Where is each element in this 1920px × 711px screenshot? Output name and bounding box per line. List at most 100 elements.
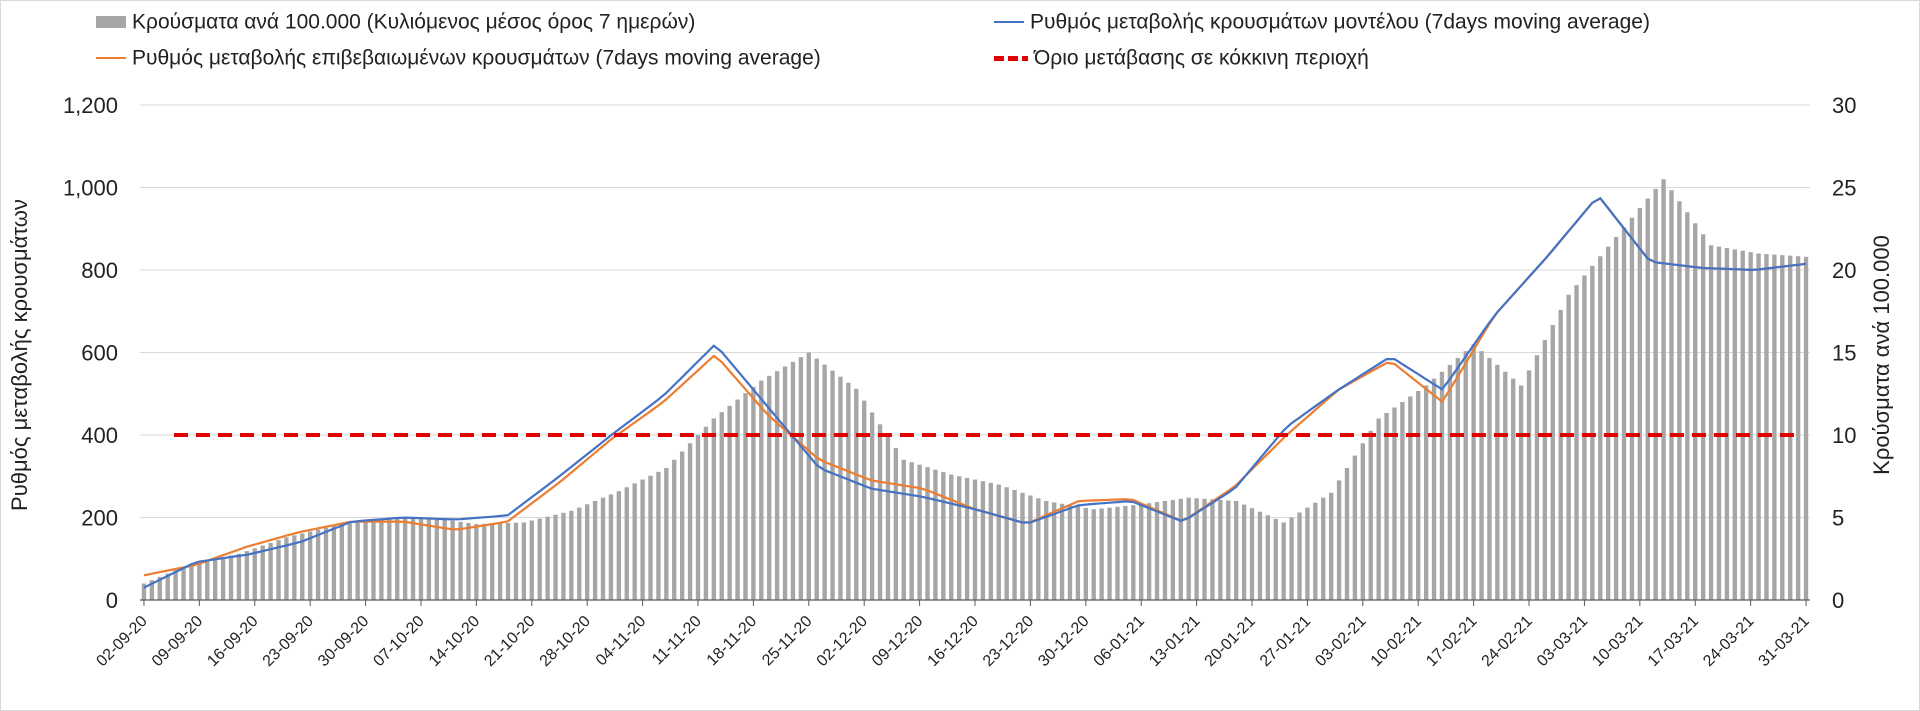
case-rate-bar	[339, 524, 345, 600]
case-rate-bar	[1107, 507, 1112, 600]
case-rate-bar	[592, 501, 598, 600]
case-rate-bar	[1297, 512, 1302, 600]
x-tick-label: 27-01-21	[1257, 613, 1314, 670]
case-rate-bar	[1447, 364, 1453, 600]
case-rate-bar	[1257, 511, 1263, 600]
case-rate-bar	[482, 523, 487, 600]
case-rate-bar	[244, 551, 250, 600]
case-rate-bar	[1503, 371, 1508, 600]
case-rate-bar	[1392, 407, 1397, 600]
case-rate-bar	[1550, 325, 1555, 600]
case-rate-bar	[1265, 515, 1271, 600]
case-rate-bar	[1131, 505, 1136, 600]
case-rate-bar	[1249, 508, 1255, 600]
case-rate-bar	[1423, 385, 1429, 600]
case-rate-bar	[1708, 245, 1714, 600]
case-rate-bar	[1740, 250, 1745, 600]
case-rate-bar	[1273, 518, 1278, 600]
case-rate-bar	[1099, 508, 1104, 600]
x-tick-label: 02-09-20	[93, 613, 150, 670]
case-rate-bar	[1170, 499, 1176, 600]
case-rate-bar	[727, 405, 732, 600]
x-tick-label: 07-10-20	[370, 613, 427, 670]
x-tick-label: 16-12-20	[925, 613, 982, 670]
y-left-tick-label: 0	[106, 588, 118, 613]
case-rate-bar	[1598, 256, 1603, 600]
case-rate-bar	[173, 570, 178, 600]
x-tick-label: 17-03-21	[1645, 613, 1702, 670]
case-rate-bar	[1305, 507, 1310, 600]
case-rate-bar	[490, 523, 495, 600]
case-rate-bar	[1036, 498, 1041, 600]
case-rate-bar	[1226, 500, 1231, 600]
x-tick-label: 14-10-20	[426, 613, 483, 670]
case-rate-bar	[1439, 371, 1445, 600]
case-rate-bar	[1210, 499, 1215, 600]
case-rate-bar	[236, 553, 242, 600]
case-rate-bar	[1685, 212, 1690, 600]
x-tick-label: 21-10-20	[481, 613, 538, 670]
x-tick-label: 04-11-20	[593, 613, 650, 670]
case-rate-bar	[561, 512, 566, 600]
case-rate-bar	[300, 533, 305, 600]
case-rate-bar	[1463, 351, 1468, 600]
case-rate-bar	[988, 482, 994, 600]
case-rate-bar	[220, 557, 226, 600]
case-rate-bar	[1716, 246, 1722, 600]
case-rate-bar	[1202, 498, 1207, 600]
x-tick-label: 10-03-21	[1589, 613, 1646, 670]
case-rate-bar	[1313, 502, 1318, 600]
case-rate-bar	[893, 447, 899, 600]
y-right-tick-label: 10	[1832, 423, 1856, 448]
case-rate-bar	[814, 358, 819, 600]
case-rate-bar	[751, 386, 756, 600]
case-rate-bar	[1321, 497, 1326, 600]
case-rate-bar	[830, 370, 835, 600]
case-rate-bar	[1044, 501, 1049, 600]
case-rate-bar	[537, 518, 542, 600]
case-rate-bar	[632, 483, 637, 600]
case-rate-bar	[252, 548, 257, 600]
x-tick-label: 09-09-20	[149, 613, 206, 670]
case-rate-bar	[862, 400, 867, 600]
case-rate-bar	[972, 479, 978, 600]
case-rate-bar	[387, 518, 392, 600]
legend-label-threshold: Όριο μετάβασης σε κόκκινη περιοχή	[1034, 46, 1369, 70]
case-rate-bar	[964, 477, 970, 600]
case-rate-bar	[505, 523, 511, 600]
case-rate-bar	[553, 514, 558, 600]
case-rate-bar	[703, 426, 709, 600]
case-rate-bar	[719, 412, 724, 600]
case-rate-bar	[205, 560, 210, 600]
y-right-tick-label: 5	[1832, 506, 1844, 531]
case-rate-bar	[1123, 505, 1128, 600]
case-rate-bar	[1526, 370, 1532, 600]
case-rate-bar	[1803, 256, 1809, 600]
case-rate-bar	[1360, 443, 1365, 600]
case-rate-bar	[877, 424, 883, 600]
case-rate-bar	[711, 418, 716, 600]
legend-item-bars: Κρούσματα ανά 100.000 (Κυλιόμενος μέσος …	[96, 10, 695, 34]
case-rate-bar	[1772, 254, 1777, 600]
case-rate-bar	[1582, 275, 1587, 600]
case-rate-bar	[1075, 506, 1081, 600]
case-rate-bar	[672, 459, 677, 600]
case-rate-bar	[1020, 492, 1025, 600]
case-rate-bar	[513, 522, 519, 600]
case-rate-bar	[307, 531, 313, 600]
case-rate-bar	[442, 519, 447, 600]
case-rate-bar	[521, 522, 527, 600]
case-rate-bar	[664, 468, 669, 600]
case-rate-bar	[956, 476, 962, 600]
case-rate-bar	[1669, 190, 1674, 600]
case-rate-bar	[1186, 497, 1191, 600]
x-tick-label: 09-12-20	[869, 613, 926, 670]
case-rate-bar	[323, 527, 329, 600]
x-tick-label: 23-12-20	[980, 613, 1037, 670]
case-rate-bar	[1162, 501, 1168, 600]
case-rate-bar	[909, 462, 914, 600]
case-rate-bar	[869, 412, 875, 600]
case-rate-bar	[1732, 249, 1737, 600]
case-rate-bar	[434, 518, 439, 600]
